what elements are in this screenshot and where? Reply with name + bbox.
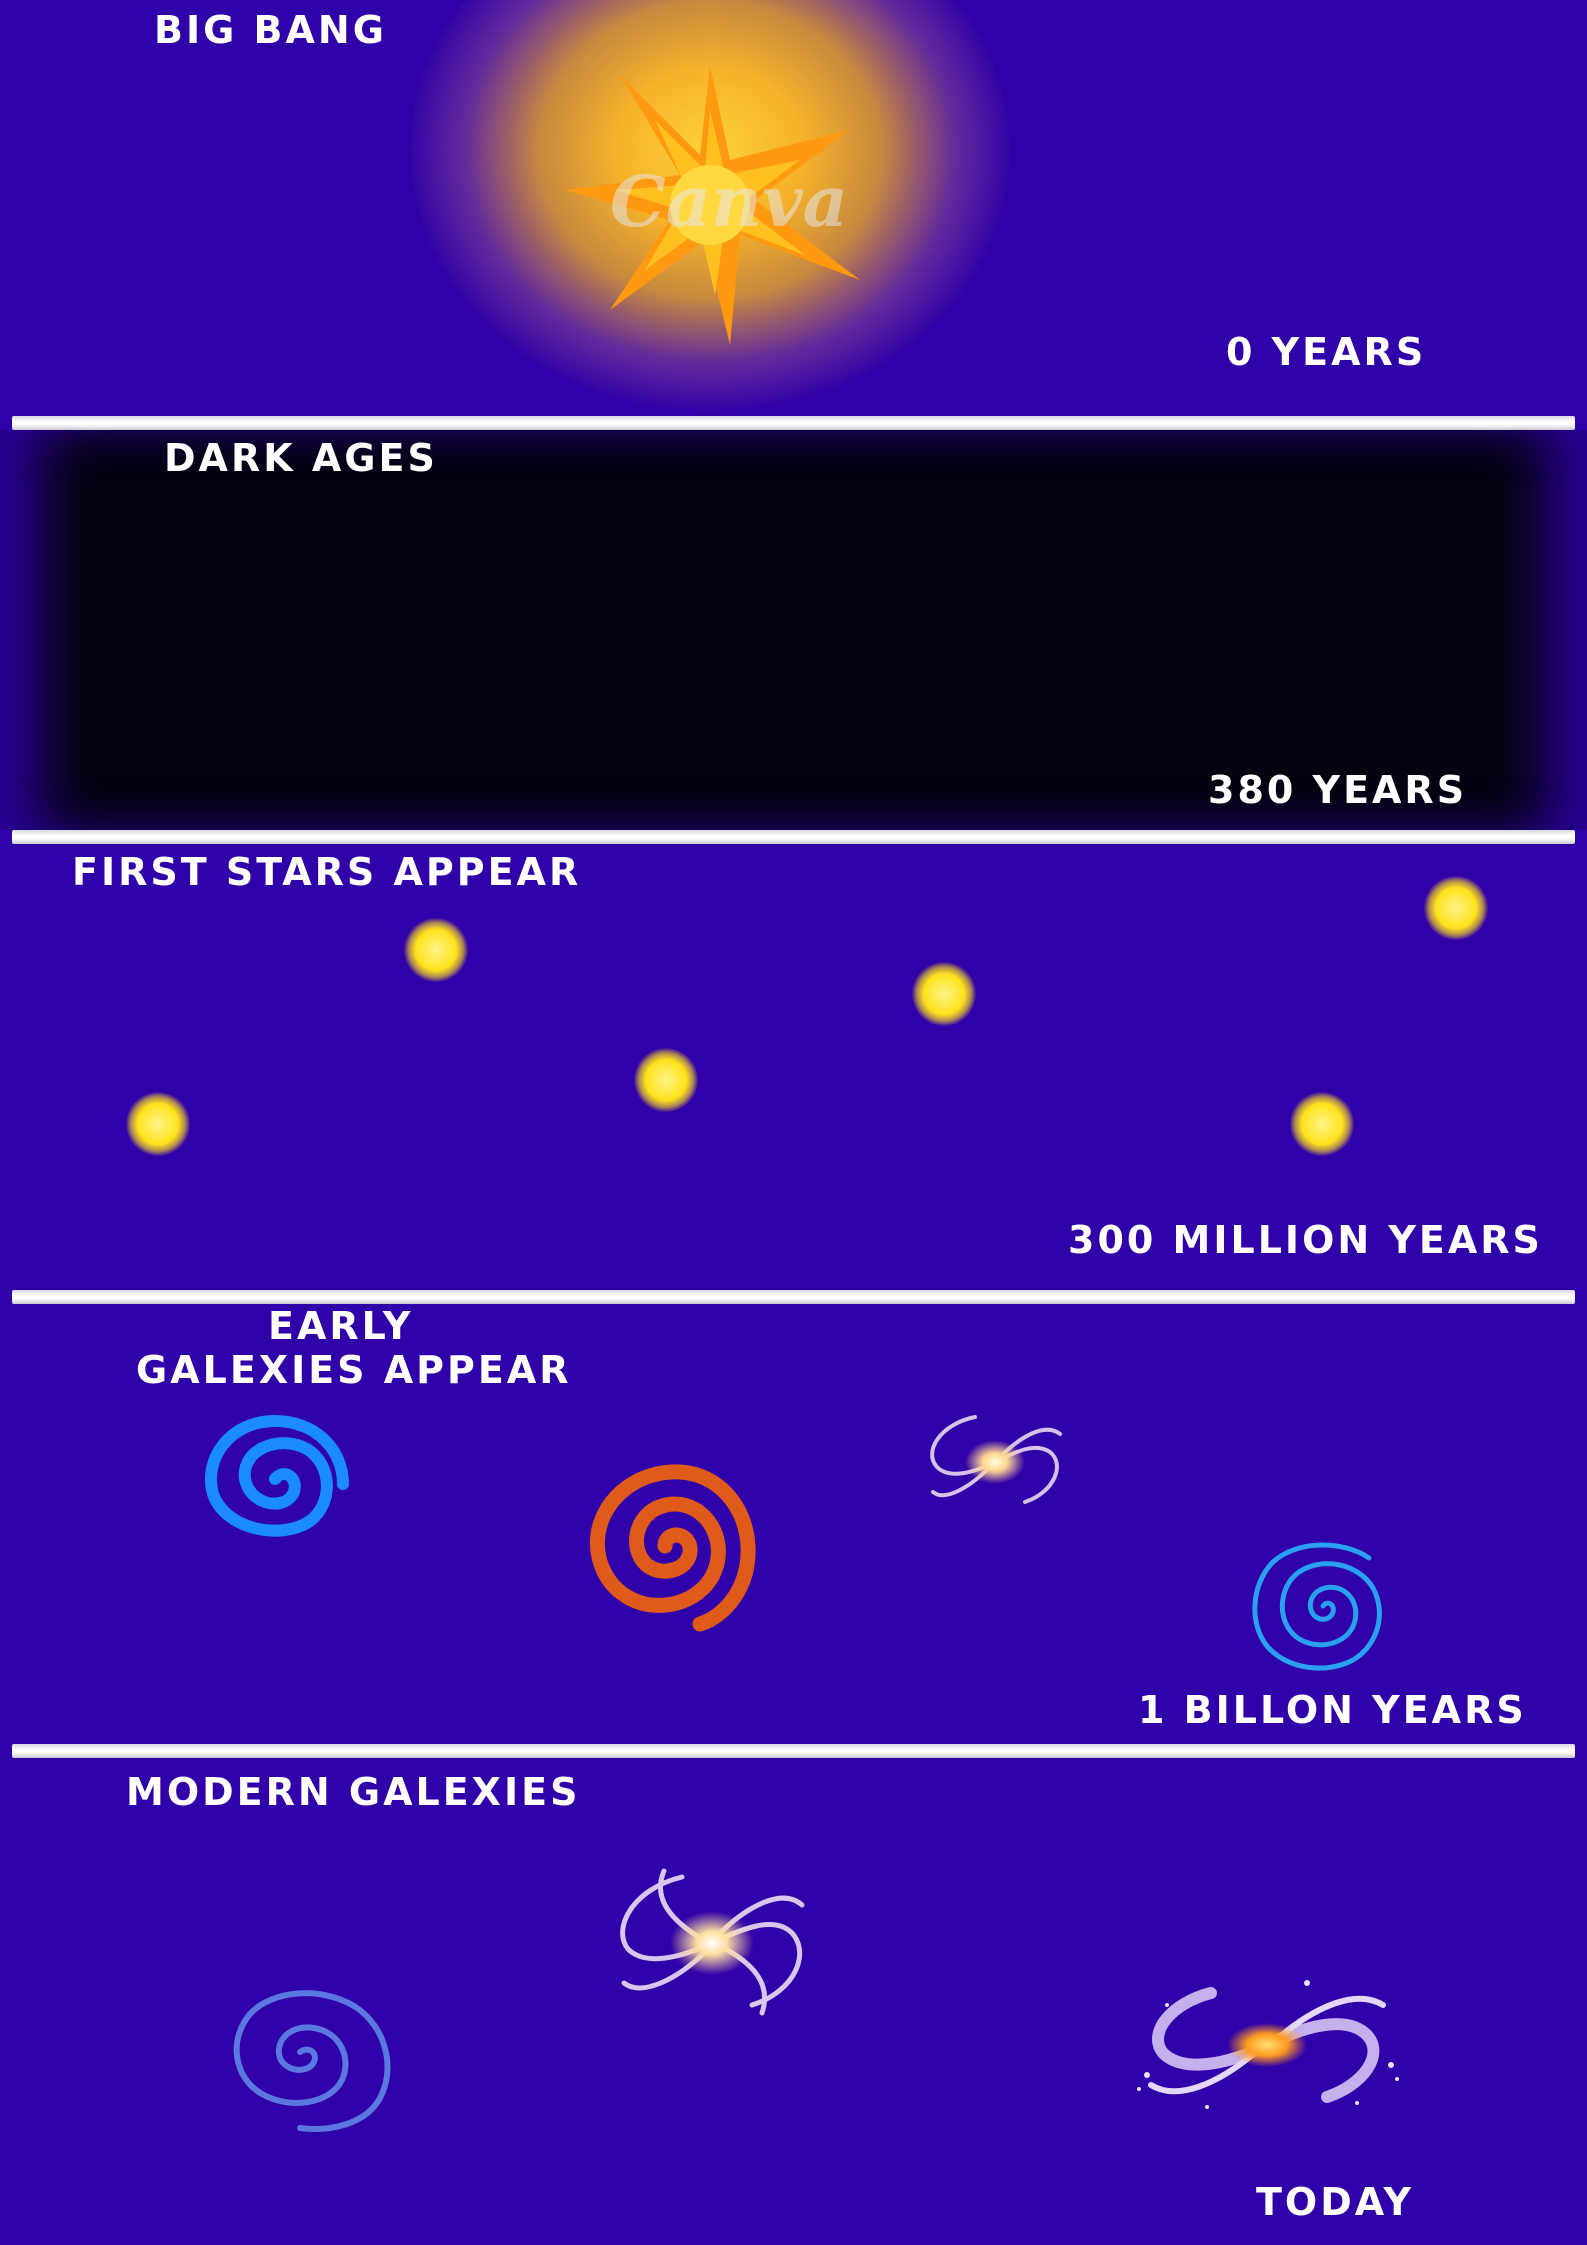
dark-ages-time: 380 YEARS bbox=[1208, 768, 1468, 812]
big-bang-section: Canva BIG BANG 0 YEARS bbox=[0, 0, 1587, 416]
timeline-divider bbox=[12, 830, 1575, 844]
dark-ages-title: DARK AGES bbox=[164, 436, 438, 480]
modern-galaxies-section: MODERN GALEXIES bbox=[0, 1758, 1587, 2245]
light-galaxy-icon bbox=[930, 1415, 1062, 1504]
star-icon bbox=[404, 918, 468, 982]
dark-ages-panel bbox=[0, 430, 1587, 830]
star-icon bbox=[1290, 1092, 1354, 1156]
teal-spiral-icon bbox=[1252, 1542, 1382, 1671]
orange-spiral-icon bbox=[589, 1464, 756, 1632]
modern-galaxies-time: TODAY bbox=[1256, 2180, 1415, 2224]
outline-spiral-icon bbox=[233, 1990, 391, 2132]
modern-galaxies-title: MODERN GALEXIES bbox=[126, 1770, 581, 1814]
big-bang-time: 0 YEARS bbox=[1226, 330, 1427, 374]
star-icon bbox=[126, 1092, 190, 1156]
timeline-divider bbox=[12, 1290, 1575, 1304]
first-stars-section: FIRST STARS APPEAR 300 MILLION YEARS bbox=[0, 846, 1587, 1290]
first-stars-title: FIRST STARS APPEAR bbox=[72, 850, 582, 894]
bright-galaxy-icon bbox=[620, 1868, 805, 2016]
star-icon bbox=[1424, 876, 1488, 940]
starburst-icon bbox=[565, 65, 860, 345]
early-galaxies-section: EARLY GALEXIES APPEAR 1 BILLON YEARS bbox=[0, 1304, 1587, 1744]
timeline-divider bbox=[12, 1744, 1575, 1758]
early-galaxies-title-line2: GALEXIES APPEAR bbox=[136, 1348, 572, 1392]
first-stars-time: 300 MILLION YEARS bbox=[1068, 1218, 1543, 1262]
canva-watermark: Canva bbox=[610, 160, 848, 243]
star-icon bbox=[634, 1048, 698, 1112]
early-galaxies-time: 1 BILLON YEARS bbox=[1138, 1688, 1527, 1732]
blue-spiral-icon bbox=[204, 1414, 349, 1537]
big-bang-title: BIG BANG bbox=[154, 8, 387, 52]
purple-galaxy-icon bbox=[1137, 1980, 1399, 2109]
timeline-divider bbox=[12, 416, 1575, 430]
star-icon bbox=[912, 962, 976, 1026]
early-galaxies-title-line1: EARLY bbox=[268, 1304, 414, 1348]
dark-ages-section: DARK AGES 380 YEARS bbox=[0, 430, 1587, 830]
